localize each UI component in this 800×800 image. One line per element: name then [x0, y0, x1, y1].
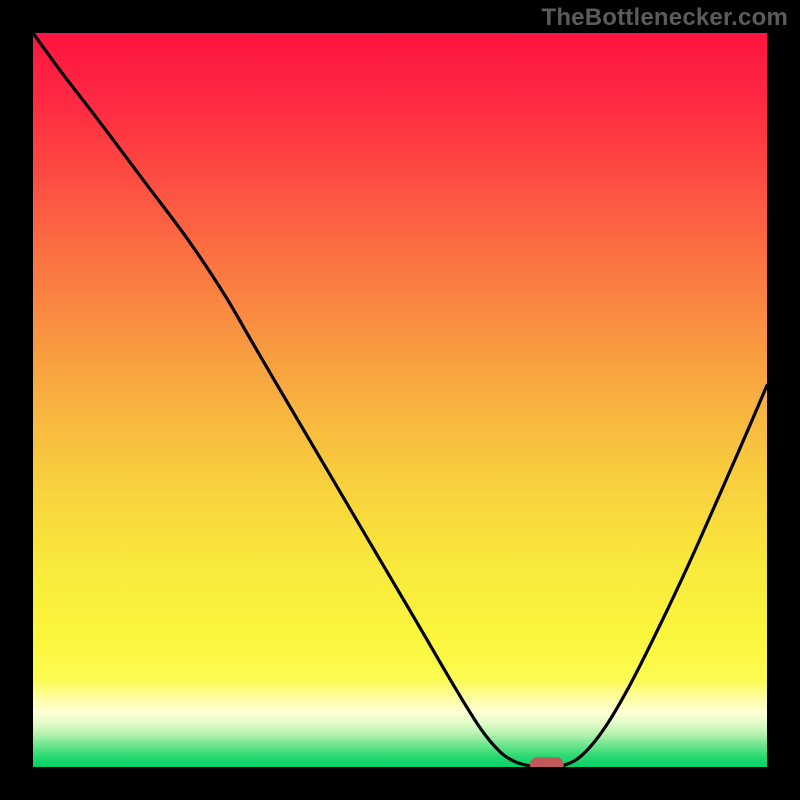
- bottleneck-chart: [0, 0, 800, 800]
- chart-stage: TheBottlenecker.com: [0, 0, 800, 800]
- watermark-label: TheBottlenecker.com: [541, 4, 788, 32]
- plot-gradient-background: [33, 33, 767, 767]
